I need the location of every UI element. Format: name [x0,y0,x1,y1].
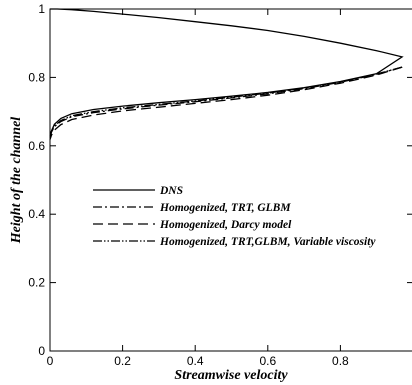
ticks-layer: 0 0.2 0.4 0.6 0.8 0 0.2 0.4 0.6 0.8 1 [28,2,412,368]
legend-label-3: Homogenized, Darcy model [159,219,292,231]
legend: DNS Homogenized, TRT, GLBM Homogenized, Da… [93,185,376,248]
x-tick-label: 0.8 [332,354,349,368]
y-tick-label: 0.4 [28,207,45,221]
x-tick-label: 0 [47,354,54,368]
y-tick-label: 0.8 [28,70,45,84]
legend-label-1: DNS [159,185,183,197]
y-tick-label: 0 [38,344,45,358]
plot-frame [49,8,412,352]
legend-label-4: Homogenized, TRT,GLBM, Variable viscosit… [159,236,376,248]
series-line-4 [49,66,403,137]
series-line-2 [49,66,403,138]
series-layer [49,8,404,140]
y-tick-label: 0.6 [28,139,45,153]
y-tick-label: 0.2 [28,276,45,290]
x-tick-label: 0.6 [259,354,276,368]
y-tick-label: 1 [38,2,45,16]
legend-label-2: Homogenized, TRT, GLBM [159,202,291,214]
x-axis-title: Streamwise velocity [174,368,288,383]
series-line-3 [49,66,403,140]
x-tick-label: 0.4 [187,354,204,368]
series-line-1 [49,8,404,138]
y-axis-title: Height of the channel [9,117,24,245]
x-tick-label: 0.2 [114,354,131,368]
